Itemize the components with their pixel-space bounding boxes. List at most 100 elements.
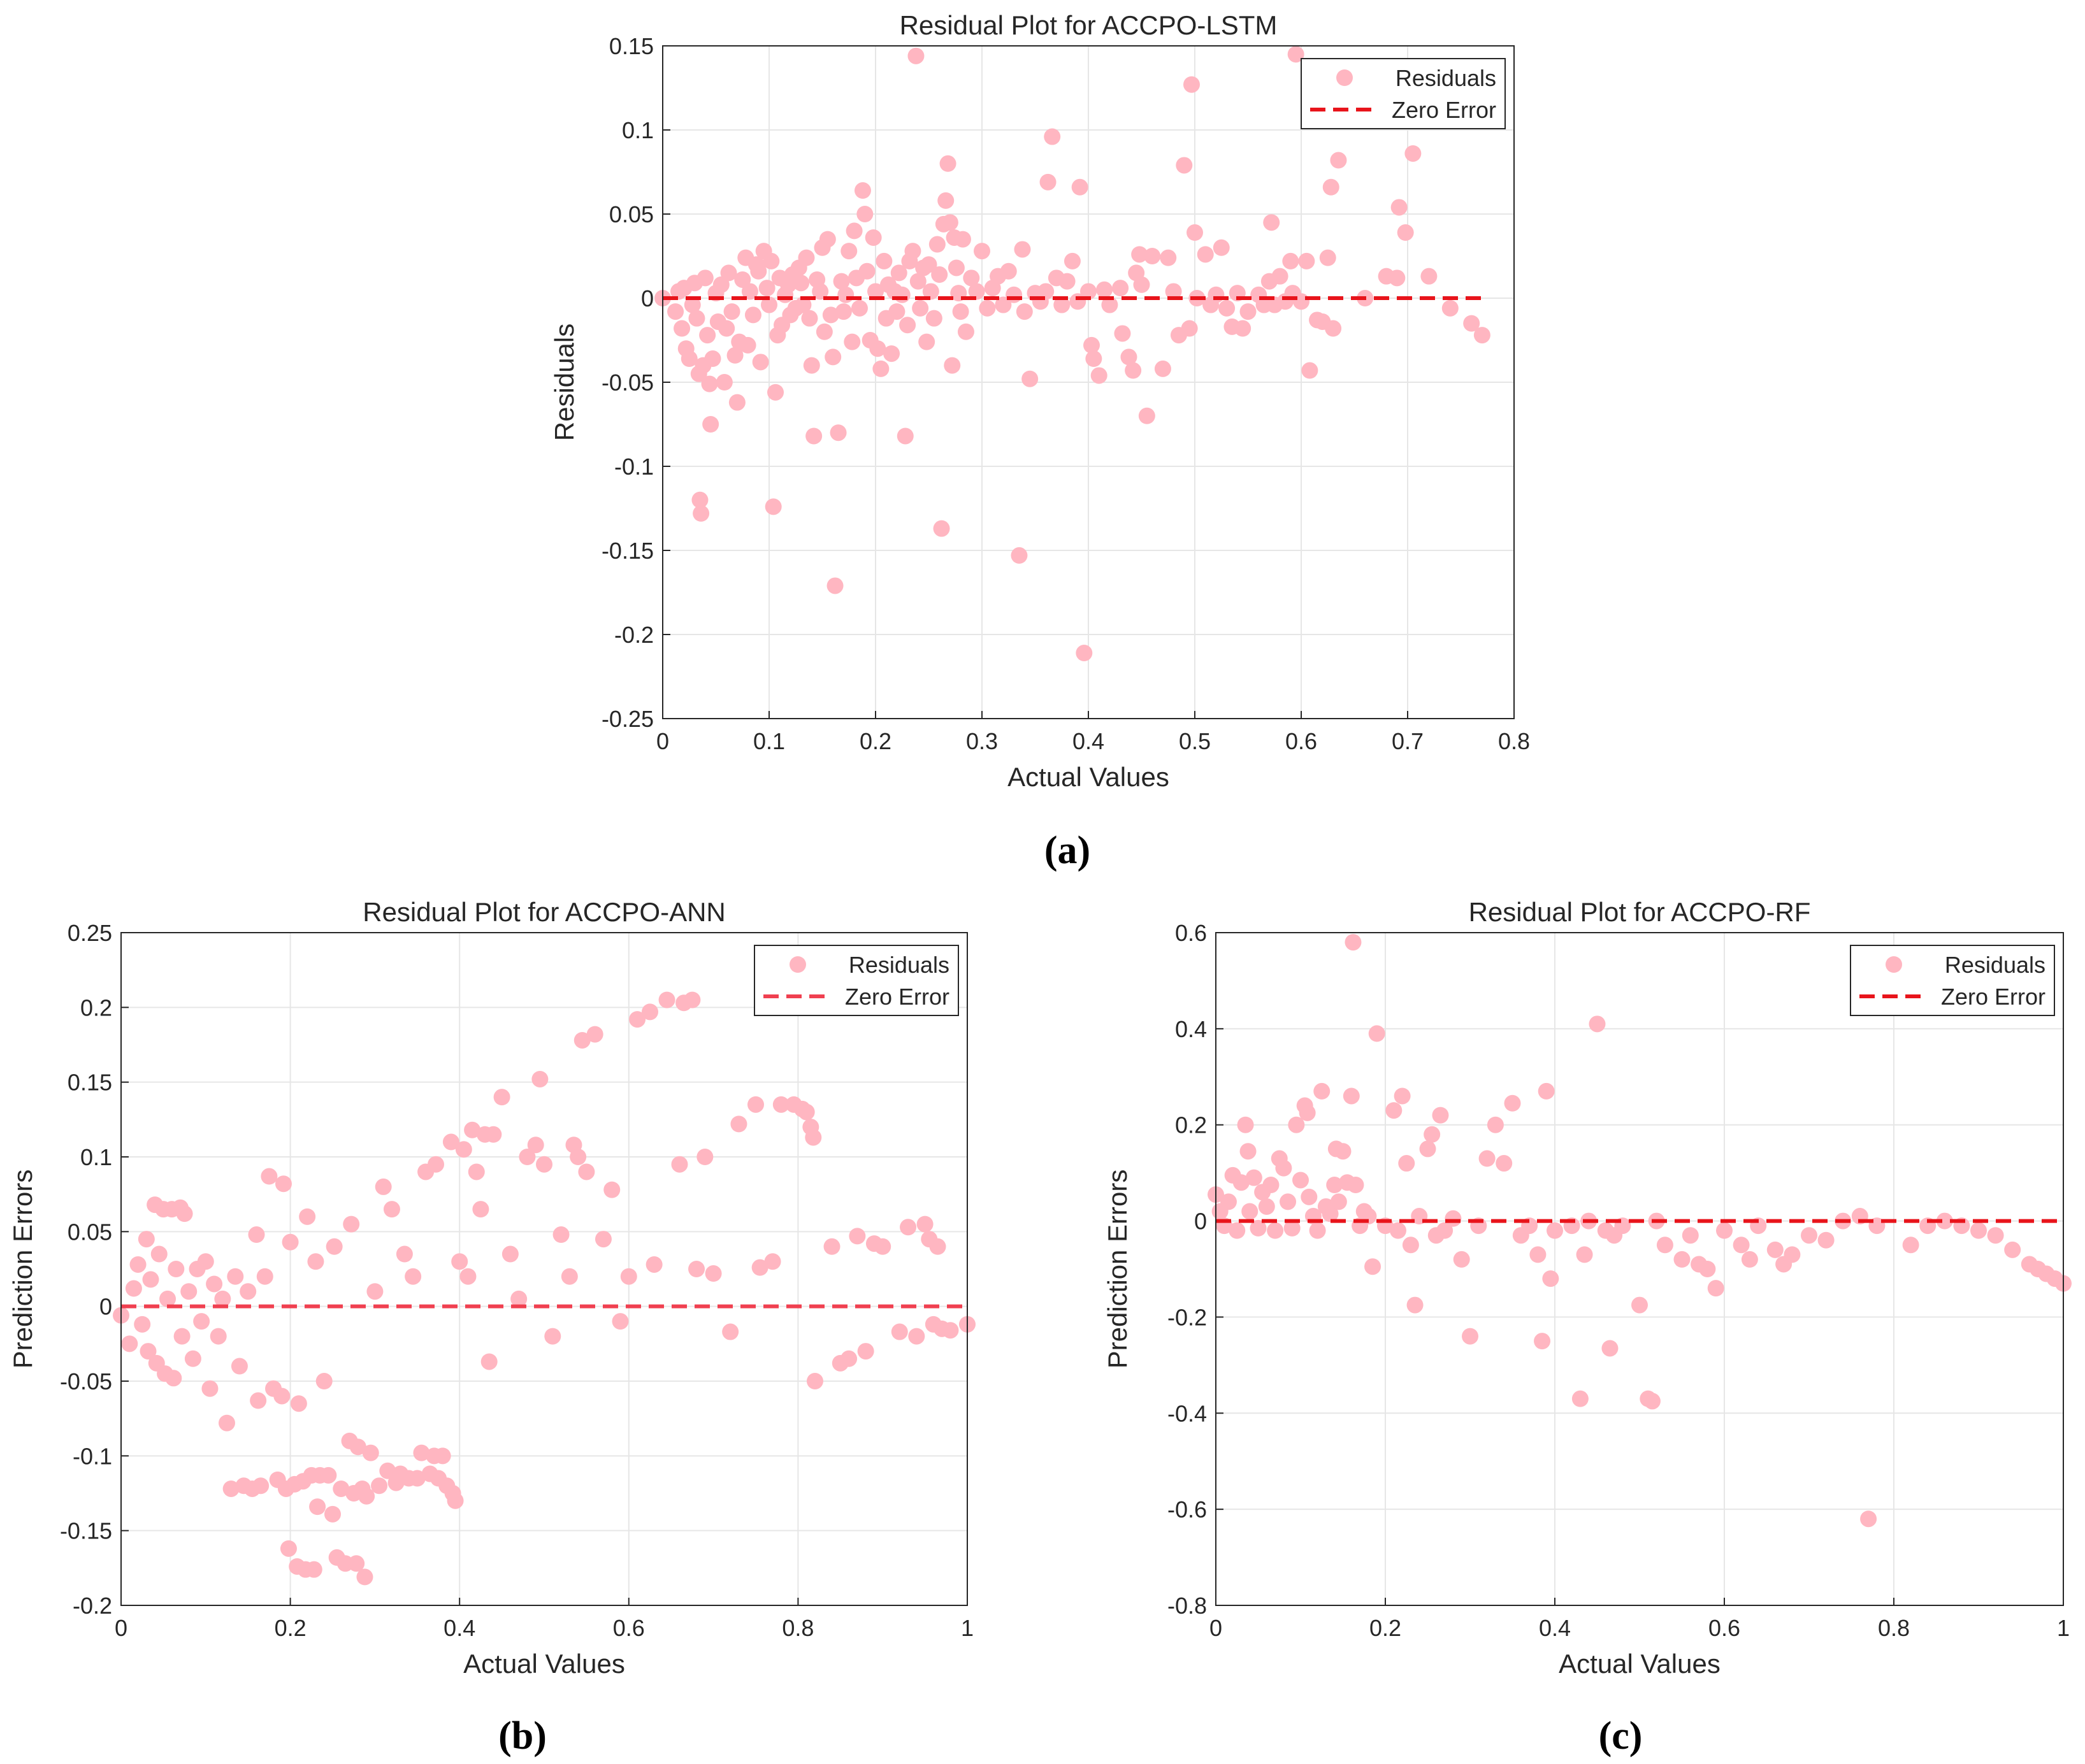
residual-point (1478, 1150, 1496, 1167)
legend-label-zero-error: Zero Error (1392, 97, 1496, 123)
residual-point (893, 286, 911, 303)
residual-point (1496, 1155, 1513, 1172)
plot-area (121, 933, 967, 1605)
residual-point (816, 323, 833, 340)
residual-point (741, 283, 758, 300)
axes-box (120, 932, 968, 1606)
residual-point (280, 1540, 297, 1557)
residual-point (1187, 224, 1203, 241)
legend-label-residuals: Residuals (849, 952, 949, 978)
residual-point (273, 1388, 291, 1405)
x-axis-label: Actual Values (1007, 762, 1169, 792)
x-tick-label: 0 (1209, 1615, 1222, 1641)
x-tick-label: 0.4 (1539, 1615, 1571, 1641)
residual-point (772, 1096, 790, 1113)
residual-point (1364, 1258, 1382, 1275)
residual-point (702, 416, 719, 433)
residual-point (723, 303, 740, 320)
residual-point (857, 1343, 874, 1360)
residual-point (138, 1231, 155, 1248)
residual-point (320, 1466, 337, 1484)
x-tick-label: 0.5 (1179, 728, 1211, 754)
residual-point (1220, 1193, 1237, 1210)
residual-point (767, 384, 784, 401)
residual-point (851, 299, 868, 317)
residual-point (358, 1488, 375, 1505)
residual-point (173, 1328, 191, 1345)
residual-point (1058, 273, 1076, 290)
y-tick-label: -0.4 (1167, 1400, 1207, 1426)
legend-label-residuals: Residuals (1396, 65, 1496, 91)
residual-point (812, 283, 829, 300)
residual-point (979, 299, 996, 317)
residual-point (1860, 1510, 1877, 1528)
panel-caption: (c) (1599, 1714, 1643, 1758)
residual-point (493, 1089, 510, 1106)
x-tick-label: 1 (961, 1615, 974, 1641)
residual-point (795, 296, 812, 313)
residual-point (1181, 320, 1198, 337)
residual-point (231, 1358, 248, 1375)
residual-point (1322, 178, 1339, 196)
residual-point (874, 1238, 891, 1255)
residual-point (1733, 1237, 1750, 1254)
residual-point (957, 323, 974, 340)
residual-point (1716, 1222, 1733, 1239)
residual-point (718, 320, 735, 337)
residual-point (805, 427, 823, 445)
residual-point (948, 259, 965, 276)
residual-point (428, 1156, 445, 1173)
y-axis-label: Prediction Errors (1102, 1170, 1132, 1369)
residual-point (1263, 214, 1280, 231)
residual-point (872, 360, 890, 377)
legend: Residuals Zero Error (754, 945, 959, 1016)
residual-point (830, 424, 847, 441)
residual-point (176, 1205, 193, 1223)
residual-point (480, 1353, 498, 1370)
residual-point (305, 1561, 322, 1578)
residual-point (728, 394, 746, 411)
residual-point (1326, 1177, 1343, 1193)
residual-point (519, 1149, 536, 1165)
residual-point (1319, 249, 1336, 266)
residual-point (825, 348, 842, 366)
legend-marker-residuals (790, 956, 806, 973)
residual-point (720, 264, 737, 282)
residual-point (691, 491, 709, 508)
residual-point (150, 1245, 168, 1263)
residual-point (674, 320, 691, 337)
residual-point (995, 296, 1012, 313)
residual-point (1397, 224, 1414, 241)
y-tick-label: -0.6 (1167, 1496, 1207, 1523)
residual-point (1766, 1241, 1784, 1258)
residual-point (1085, 350, 1102, 368)
residual-point (867, 283, 884, 300)
residual-point (405, 1268, 422, 1285)
residual-point (121, 1335, 138, 1352)
residual-point (451, 1253, 468, 1270)
residual-point (941, 214, 958, 231)
x-tick-label: 0.6 (1285, 728, 1317, 754)
residual-point (1090, 367, 1107, 384)
residual-point (1299, 1104, 1316, 1121)
residual-point (447, 1492, 464, 1509)
residual-point (1282, 252, 1299, 269)
residual-point (1245, 1169, 1262, 1186)
residual-point (704, 350, 721, 368)
residual-point (1237, 1116, 1254, 1133)
residual-point (1406, 1296, 1424, 1314)
residual-point (1441, 299, 1459, 317)
residual-point (751, 1259, 768, 1276)
chart-title: Residual Plot for ACCPO-ANN (363, 897, 726, 927)
residual-point (1197, 246, 1214, 263)
residual-point (944, 357, 961, 374)
residual-point (219, 1414, 235, 1431)
residual-point (928, 236, 946, 253)
residual-point (891, 1323, 908, 1340)
residual-point (1037, 283, 1055, 300)
x-axis-label: Actual Values (1559, 1649, 1721, 1679)
y-tick-label: 0.2 (1175, 1112, 1207, 1138)
residual-point (1368, 1025, 1385, 1042)
residual-point (315, 1373, 333, 1389)
x-tick-label: 0.8 (1878, 1615, 1910, 1641)
